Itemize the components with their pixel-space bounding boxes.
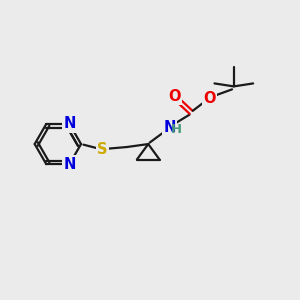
Text: O: O xyxy=(168,89,181,104)
Text: N: N xyxy=(164,120,176,135)
Text: N: N xyxy=(63,157,76,172)
Text: H: H xyxy=(171,123,182,136)
Text: S: S xyxy=(97,142,108,157)
Text: N: N xyxy=(63,116,76,131)
Text: O: O xyxy=(203,92,216,106)
